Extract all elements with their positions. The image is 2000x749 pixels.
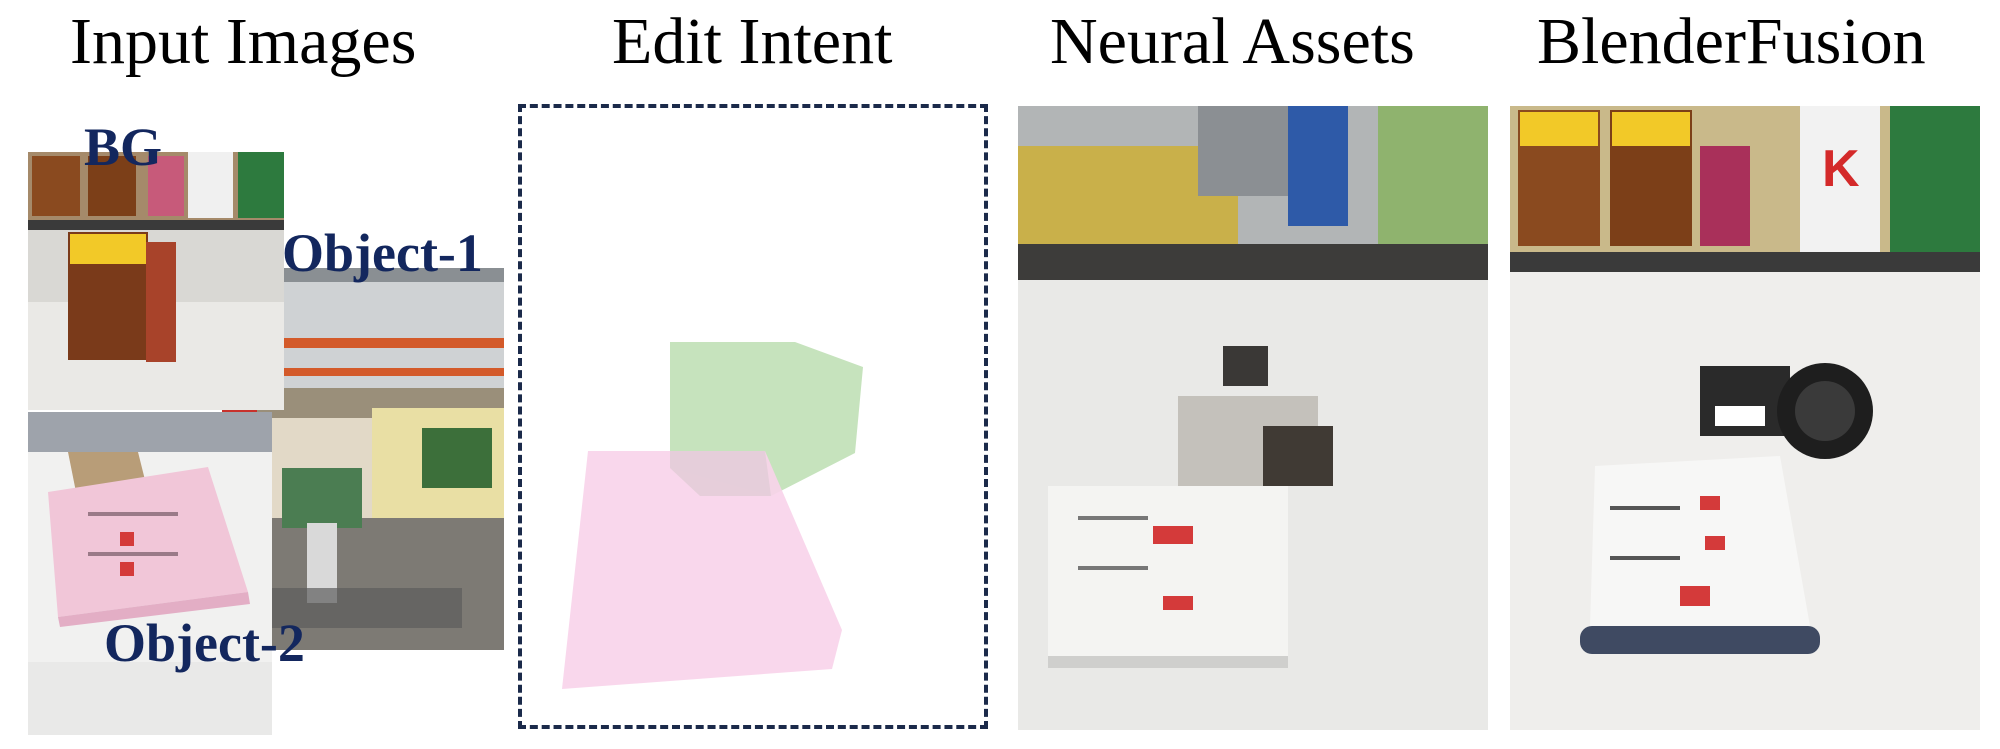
object-2-label: Object-2 [104, 613, 305, 673]
svg-text:K: K [1822, 140, 1860, 198]
column-title-blenderfusion: BlenderFusion [1537, 5, 1926, 78]
blenderfusion-result: K [1510, 106, 1980, 730]
neural-assets-result [1018, 106, 1488, 730]
object-1-photo [222, 268, 504, 650]
edit-intent-panel [518, 104, 988, 729]
column-title-neural-assets: Neural Assets [1050, 5, 1415, 78]
bg-label: BG [84, 117, 163, 177]
column-title-input-images: Input Images [70, 5, 417, 78]
object-1-label: Object-1 [282, 223, 483, 283]
column-title-edit-intent: Edit Intent [612, 5, 893, 78]
object-2-photo [28, 412, 272, 735]
bg-photo [28, 152, 284, 410]
